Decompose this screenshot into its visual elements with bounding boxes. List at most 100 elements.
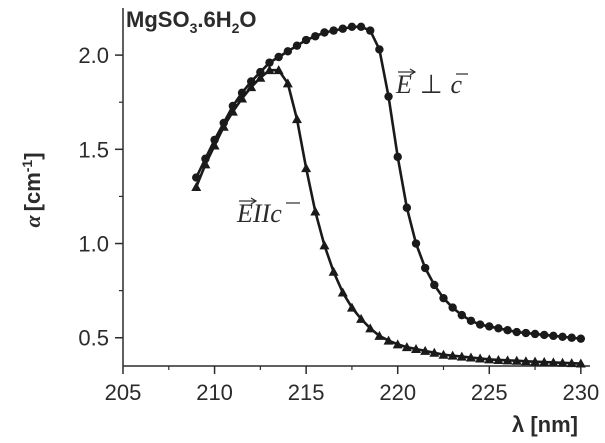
- data-point-triangle: [539, 357, 550, 367]
- data-point-circle: [420, 263, 430, 273]
- x-tick-label: 225: [471, 380, 508, 405]
- x-tick-label: 210: [196, 380, 233, 405]
- data-point-triangle: [493, 354, 504, 364]
- data-point-triangle: [465, 352, 476, 362]
- data-point-circle: [466, 316, 476, 325]
- y-ticks: 0.5 1.0 1.5 2.0: [78, 43, 123, 351]
- data-point-circle: [521, 328, 531, 338]
- data-point-circle: [265, 58, 274, 67]
- data-point-triangle: [548, 357, 559, 367]
- series-label-perp: E ⊥ c: [395, 68, 468, 99]
- data-point-triangle: [237, 93, 248, 103]
- series-label-parallel-op: II: [252, 199, 272, 228]
- x-tick-label: 215: [288, 380, 325, 405]
- data-point-circle: [457, 310, 467, 320]
- data-point-circle: [283, 47, 293, 56]
- y-tick-label: 0.5: [78, 326, 109, 351]
- data-point-circle: [320, 28, 329, 37]
- data-point-triangle: [346, 302, 357, 312]
- data-point-triangle: [530, 356, 541, 366]
- data-point-triangle: [383, 335, 394, 345]
- chart-title: MgSO3.6H2O: [126, 7, 257, 36]
- data-point-triangle: [246, 82, 257, 92]
- data-point-triangle: [438, 349, 449, 359]
- x-tick-label: 205: [105, 380, 142, 405]
- data-point-circle: [274, 52, 283, 62]
- data-point-triangle: [273, 65, 284, 75]
- data-point-circle: [256, 67, 265, 77]
- data-point-circle: [512, 327, 521, 337]
- series-markers: [191, 22, 586, 368]
- data-point-triangle: [365, 323, 376, 333]
- data-point-circle: [549, 331, 558, 341]
- series-line-0: [195, 25, 581, 340]
- data-point-triangle: [209, 140, 220, 150]
- data-point-circle: [540, 330, 549, 340]
- data-point-triangle: [520, 356, 531, 366]
- data-point-triangle: [301, 163, 312, 173]
- data-point-circle: [210, 135, 219, 145]
- data-point-circle: [530, 329, 540, 339]
- x-axis-label: λ [nm]: [512, 412, 578, 437]
- y-axis-label: α[cm-1]: [19, 152, 45, 227]
- data-point-triangle: [291, 114, 302, 124]
- data-point-triangle: [200, 159, 211, 169]
- series-label-perp-op: ⊥: [420, 70, 443, 99]
- data-point-circle: [448, 303, 457, 312]
- data-point-triangle: [328, 266, 339, 276]
- series-label-perp-c: c: [451, 70, 463, 99]
- data-point-triangle: [227, 106, 238, 116]
- data-point-circle: [384, 92, 393, 101]
- x-tick-label: 220: [379, 380, 416, 405]
- series-label-perp-e: E: [395, 70, 412, 99]
- data-point-circle: [375, 45, 384, 54]
- plot-frame: [122, 8, 590, 367]
- svg-text:E⊥c: E ⊥ c: [395, 70, 463, 99]
- data-point-circle: [485, 322, 494, 331]
- data-point-triangle: [264, 65, 275, 75]
- data-point-triangle: [310, 206, 321, 216]
- data-point-circle: [246, 77, 256, 86]
- data-point-circle: [237, 88, 247, 97]
- svg-text:EIIc: EIIc: [236, 199, 282, 228]
- data-point-triangle: [374, 330, 385, 340]
- data-point-triangle: [401, 342, 412, 352]
- data-point-triangle: [557, 357, 568, 367]
- data-point-circle: [311, 32, 320, 41]
- data-point-triangle: [575, 358, 586, 368]
- data-point-circle: [567, 333, 576, 342]
- data-point-triangle: [392, 339, 403, 349]
- data-point-triangle: [319, 240, 330, 250]
- data-point-triangle: [511, 355, 522, 365]
- y-tick-label: 1.0: [78, 232, 109, 257]
- data-point-triangle: [337, 287, 348, 297]
- x-ticks: 205 210 215 220 225 230: [105, 366, 599, 405]
- data-point-triangle: [566, 358, 577, 368]
- data-point-circle: [228, 101, 238, 111]
- data-point-triangle: [218, 121, 229, 131]
- data-point-circle: [576, 334, 586, 343]
- data-point-circle: [475, 320, 485, 329]
- data-point-circle: [356, 22, 366, 32]
- y-tick-label: 2.0: [78, 43, 109, 68]
- series-label-parallel-e: E: [236, 199, 253, 228]
- data-point-circle: [393, 152, 402, 162]
- data-point-circle: [411, 239, 421, 248]
- data-point-circle: [402, 203, 412, 212]
- data-point-triangle: [429, 347, 440, 357]
- data-point-circle: [347, 22, 357, 32]
- data-point-triangle: [420, 345, 431, 355]
- x-tick-label: 230: [562, 380, 599, 405]
- data-point-triangle: [502, 355, 513, 365]
- data-point-triangle: [282, 78, 293, 88]
- data-point-triangle: [456, 351, 467, 361]
- data-point-circle: [292, 41, 302, 50]
- data-point-triangle: [191, 182, 202, 191]
- data-point-triangle: [447, 350, 458, 360]
- data-point-circle: [201, 154, 210, 163]
- series-label-parallel: EIIc: [236, 197, 300, 228]
- data-point-circle: [301, 35, 311, 45]
- series-lines: [195, 25, 581, 365]
- data-point-circle: [439, 293, 448, 303]
